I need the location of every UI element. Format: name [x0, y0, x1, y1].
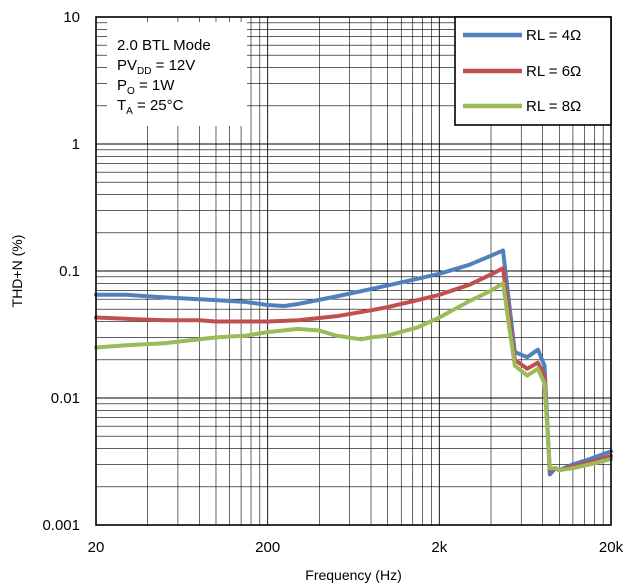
- x-axis-label: Frequency (Hz): [305, 567, 401, 583]
- annotation-line: 2.0 BTL Mode: [117, 37, 211, 54]
- y-axis-label: THD+N (%): [9, 235, 25, 308]
- y-tick-label: 10: [63, 9, 80, 26]
- series-line-3: [94, 281, 613, 473]
- legend: RL = 4Ω RL = 6Ω RL = 8Ω: [454, 16, 612, 126]
- annotation-line: PO = 1W: [117, 77, 175, 97]
- y-tick-label: 0.1: [59, 263, 80, 280]
- x-tick-label: 200: [255, 539, 280, 556]
- annotation-line: PVDD = 12V: [117, 57, 195, 77]
- x-tick-label: 20: [88, 539, 105, 556]
- plot-frame: [95, 16, 612, 526]
- x-tick-label: 20k: [599, 539, 624, 556]
- y-tick-labels: 10 1 0.1 0.01 0.001: [42, 9, 80, 534]
- series-lines: [94, 248, 613, 477]
- legend-label: RL = 6Ω: [526, 63, 581, 80]
- legend-label: RL = 4Ω: [526, 27, 581, 44]
- y-tick-label: 1: [72, 136, 80, 153]
- y-tick-label: 0.001: [42, 517, 80, 534]
- annotation-line: TA = 25°C: [117, 97, 184, 117]
- legend-label: RL = 8Ω: [526, 98, 581, 115]
- x-tick-label: 2k: [431, 539, 447, 556]
- legend-items: RL = 4Ω RL = 6Ω RL = 8Ω: [463, 27, 581, 115]
- y-tick-label: 0.01: [51, 390, 80, 407]
- x-tick-labels: 20 200 2k 20k: [88, 539, 624, 556]
- annotation-background: [107, 22, 247, 126]
